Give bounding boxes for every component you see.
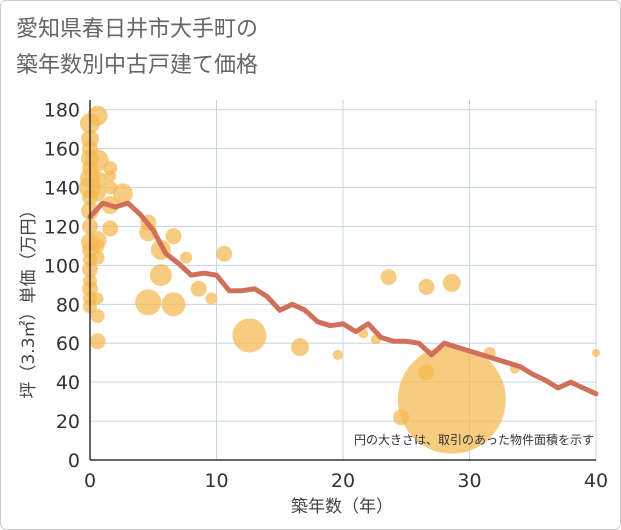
y-tick-label: 80 <box>56 294 80 316</box>
data-bubble <box>397 345 506 454</box>
chart-title: 愛知県春日井市大手町の 築年数別中古戸建て価格 <box>16 12 258 84</box>
chart-title-line2: 築年数別中古戸建て価格 <box>16 53 259 78</box>
tick-labels: 0 20 40 60 80 100 120 140 160 180 0 10 20 30 40 <box>44 100 608 492</box>
y-tick-label: 120 <box>44 216 80 238</box>
x-tick-label: 20 <box>331 470 355 492</box>
data-bubble <box>104 169 117 182</box>
data-bubble <box>290 338 309 357</box>
data-bubble <box>190 280 207 297</box>
data-bubble <box>332 349 343 360</box>
y-tick-label: 0 <box>68 450 80 472</box>
x-axis-label: 築年数（年） <box>291 497 393 517</box>
y-tick-label: 140 <box>44 178 80 200</box>
x-tick-label: 0 <box>84 470 96 492</box>
data-bubble <box>232 318 267 353</box>
data-bubble <box>88 170 107 189</box>
y-tick-label: 40 <box>56 372 80 394</box>
data-bubble <box>89 185 106 202</box>
data-bubble <box>380 269 397 286</box>
y-tick-label: 180 <box>44 100 80 122</box>
y-axis-label: 坪（3.3㎡）単価（万円） <box>19 201 39 398</box>
y-tick-label: 100 <box>44 255 80 277</box>
data-bubble <box>86 149 109 172</box>
chart-title-line1: 愛知県春日井市大手町の <box>16 17 259 42</box>
data-bubble <box>418 278 435 295</box>
data-bubble <box>87 105 108 126</box>
bubble-series <box>79 105 600 454</box>
data-bubble <box>135 289 162 316</box>
data-bubble <box>90 238 105 253</box>
data-bubble <box>161 292 186 317</box>
data-bubble <box>102 220 119 237</box>
axes <box>89 100 596 461</box>
data-bubble <box>216 245 233 262</box>
x-tick-label: 30 <box>457 470 481 492</box>
data-bubble <box>90 309 105 323</box>
y-tick-label: 60 <box>56 333 80 355</box>
data-bubble <box>205 292 218 305</box>
y-tick-label: 160 <box>44 139 80 161</box>
data-bubble <box>165 228 182 245</box>
data-bubble <box>89 333 106 350</box>
y-tick-label: 20 <box>56 411 80 433</box>
x-tick-label: 10 <box>204 470 228 492</box>
trend-line <box>87 200 599 397</box>
data-bubble <box>91 292 104 305</box>
data-bubble <box>90 250 105 265</box>
x-tick-label: 40 <box>584 470 608 492</box>
data-bubble <box>592 348 600 357</box>
data-bubble <box>149 264 172 287</box>
bubble-size-note: 円の大きさは、取引のあった物件面積を示す <box>354 432 594 447</box>
data-bubble <box>112 183 133 204</box>
data-bubble <box>442 273 461 292</box>
data-bubble <box>180 251 193 264</box>
